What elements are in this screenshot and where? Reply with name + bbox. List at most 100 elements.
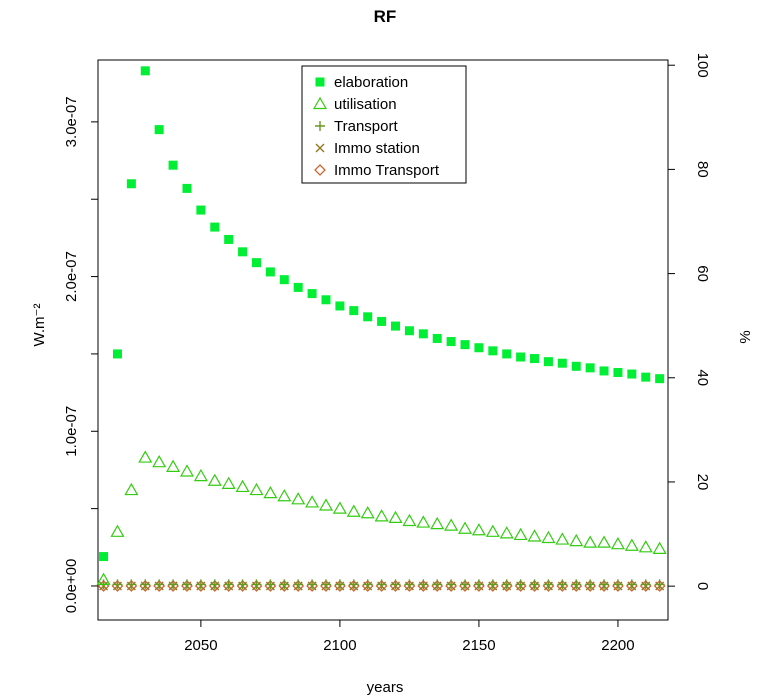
data-point [124,482,139,496]
data-point [360,506,375,519]
plot-frame [97,59,669,621]
legend-marker-transport [315,121,325,131]
data-point [168,160,178,170]
legend-marker-immo-station [315,143,325,153]
data-point [418,579,429,590]
data-point [501,579,512,590]
y-right-tick-label: 20 [694,474,711,491]
points-layer [96,66,667,592]
data-point [265,579,276,590]
data-point [418,329,428,339]
data-point [460,579,471,590]
data-point [251,579,262,590]
data-point [610,536,625,550]
data-point [654,579,665,590]
legend-label: Immo Transport [334,162,440,179]
data-point [307,579,318,590]
data-point [195,579,206,590]
data-point [293,282,303,292]
data-point [209,579,220,590]
y-tick-label: 1.0e-07 [63,406,80,457]
y-right-tick-label: 60 [694,265,711,282]
data-point [348,579,359,590]
data-point [446,579,457,590]
data-point [99,552,109,562]
data-point [321,579,331,590]
data-point [626,579,637,590]
data-point [652,541,667,554]
data-point [140,66,150,76]
data-point [557,358,567,368]
data-point [277,489,292,502]
data-point [349,306,359,316]
data-point [432,579,443,590]
data-point [318,498,334,511]
data-point [541,530,556,544]
axes-layer: 2050 2100 2150 2200 0.0e+00 1.0e-07 2.0e-07 3.0… [63,53,711,654]
y-right-tick-label: 40 [694,369,711,386]
data-point [571,579,582,590]
data-point [529,579,540,590]
data-point [154,125,164,135]
data-point [182,183,192,193]
data-point [126,579,137,590]
data-point [388,510,403,524]
data-point [140,579,151,590]
x-axis-label: years [367,679,404,696]
data-point [627,369,637,379]
data-point [527,529,542,542]
data-point [374,509,389,522]
data-point [334,579,345,590]
data-point [474,343,484,353]
data-point [404,326,414,336]
data-point [321,295,331,305]
data-point [112,349,122,359]
data-point [457,521,473,534]
data-point [555,532,570,545]
data-point [432,333,442,343]
data-point [96,572,111,585]
data-point [196,205,206,215]
data-point [376,579,387,590]
data-point [112,579,123,590]
data-point [391,321,401,331]
data-point [362,579,373,590]
data-point [513,527,528,541]
data-point [335,301,345,311]
data-point [444,518,459,531]
data-point [207,473,222,486]
data-point [377,316,387,326]
y-right-tick-label: 100 [694,53,711,78]
data-point [279,579,290,590]
data-point [138,450,153,463]
legend-label: utilisation [334,96,397,113]
data-point [571,361,581,371]
data-point [238,247,248,257]
legend-box [301,65,467,184]
data-point [612,579,623,590]
legend-label: elaboration [334,74,408,91]
legend-marker-utilisation [312,96,328,110]
data-point [430,516,445,530]
x-tick-label: 2200 [601,637,634,654]
x-tick-label: 2100 [323,637,356,654]
data-point [530,354,540,364]
data-point [516,352,526,362]
data-point [569,533,584,547]
data-point [638,540,653,553]
data-point [583,535,598,548]
data-point [460,340,470,350]
data-point [293,579,304,590]
data-point [223,579,234,590]
data-point [404,579,415,590]
y-tick-label: 3.0e-07 [63,96,80,147]
legend-label: Transport [334,118,398,135]
data-point [179,464,195,477]
data-point [640,579,651,590]
data-point [181,579,192,590]
data-point [655,374,665,384]
data-point [624,538,639,551]
data-point [485,524,500,537]
data-point [543,579,554,590]
